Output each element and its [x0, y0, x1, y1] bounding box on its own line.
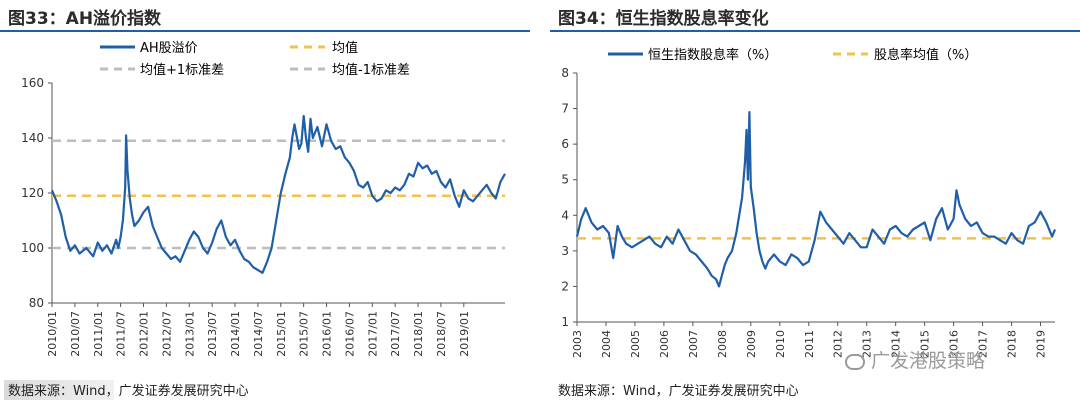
data-source: 数据来源：Wind，广发证券发展研究中心	[558, 384, 799, 399]
y-tick-label: 5	[561, 173, 569, 187]
x-tick-label: 2018/07	[435, 311, 448, 357]
x-tick-label: 2005	[629, 330, 642, 358]
x-tick-label: 2019	[1035, 330, 1048, 358]
x-tick-label: 2015/01	[275, 311, 288, 357]
legend-label-mean: 股息率均值（%）	[874, 47, 977, 63]
x-tick-label: 2003	[571, 330, 584, 358]
series-line	[575, 110, 1057, 288]
x-tick-label: 2014/01	[229, 311, 242, 357]
y-tick-label: 140	[21, 131, 44, 145]
legend-label-series: AH股溢价	[140, 41, 198, 56]
y-tick-label: 100	[21, 241, 44, 255]
x-tick-label: 2012/07	[160, 311, 173, 357]
chart-panel-ah-premium: 图33：AH溢价指数 AH股溢价 均值 均值+1标准差 均值-1标准差 80 10…	[0, 0, 530, 410]
x-tick-label: 2014/07	[252, 311, 265, 357]
legend-label-upper: 均值+1标准差	[140, 62, 224, 78]
y-tick-label: 2	[561, 279, 569, 293]
x-tick-label: 2016	[948, 330, 961, 358]
watermark-text: 广发港股策略	[871, 350, 986, 372]
legend-label-mean: 均值	[332, 40, 358, 56]
y-tick-label: 160	[21, 76, 44, 90]
wechat-icon	[845, 353, 865, 370]
chart-title: 图34：恒生指数股息率变化	[558, 9, 769, 29]
y-tick-label: 1	[561, 315, 569, 329]
x-tick-label: 2006	[658, 330, 671, 358]
x-tick-label: 2017/01	[366, 311, 379, 357]
x-tick-label: 2015/07	[298, 311, 311, 357]
x-tick-label: 2013/01	[183, 311, 196, 357]
chart-panel-dividend-yield: 图34：恒生指数股息率变化 恒生指数股息率（%） 股息率均值（%） 1 2 3 4 5 6…	[550, 0, 1080, 410]
y-tick-label: 6	[561, 137, 569, 151]
dividend-yield-chart: 恒生指数股息率（%） 股息率均值（%） 1 2 3 4 5 6 7 8 2003 2004 2005…	[561, 47, 1057, 358]
y-tick-label: 7	[561, 102, 569, 116]
x-tick-label: 2018	[1006, 330, 1019, 358]
ah-premium-chart: AH股溢价 均值 均值+1标准差 均值-1标准差 80 100 120 140 160 2…	[21, 40, 506, 357]
chart-legend: AH股溢价 均值 均值+1标准差 均值-1标准差	[100, 40, 410, 78]
y-tick-label: 3	[561, 244, 569, 258]
watermark-strip	[4, 380, 114, 400]
data-source: 数据来源：Wind，广发证券发展研究中心	[8, 384, 249, 399]
x-tick-label: 2012	[832, 330, 845, 358]
watermark: 广发港股策略	[845, 346, 985, 373]
legend-label-lower: 均值-1标准差	[332, 62, 410, 78]
x-tick-label: 2017/07	[389, 311, 402, 357]
x-tick-label: 2014	[890, 330, 903, 358]
y-tick-label: 8	[561, 66, 569, 80]
x-tick-label: 2007	[687, 330, 700, 358]
legend-label-series: 恒生指数股息率（%）	[648, 47, 777, 63]
x-tick-label: 2015	[919, 330, 932, 358]
title-divider	[0, 30, 530, 32]
x-tick-label: 2013/07	[206, 311, 219, 357]
y-tick-label: 80	[29, 296, 44, 310]
x-tick-label: 2016/07	[343, 311, 356, 357]
x-tick-label: 2004	[600, 330, 613, 358]
x-tick-label: 2010	[774, 330, 787, 358]
x-tick-label: 2009	[745, 330, 758, 358]
x-tick-label: 2017	[977, 330, 990, 358]
x-tick-label: 2011	[803, 330, 816, 358]
x-tick-label: 2018/01	[412, 311, 425, 357]
y-tick-label: 120	[21, 186, 44, 200]
chart-legend: 恒生指数股息率（%） 股息率均值（%）	[608, 47, 977, 63]
x-tick-label: 2013	[861, 330, 874, 358]
x-tick-label: 2019/01	[458, 311, 471, 357]
x-tick-label: 2010/07	[69, 311, 82, 357]
x-tick-label: 2012/01	[138, 311, 151, 357]
x-tick-label: 2011/07	[115, 311, 128, 357]
x-tick-label: 2008	[716, 330, 729, 358]
x-tick-label: 2011/01	[92, 311, 105, 357]
y-tick-label: 4	[561, 208, 569, 222]
x-tick-label: 2016/01	[321, 311, 334, 357]
title-divider	[550, 30, 1080, 32]
chart-title: 图33：AH溢价指数	[8, 9, 162, 29]
series-line	[50, 114, 506, 274]
x-tick-label: 2010/01	[46, 311, 59, 357]
